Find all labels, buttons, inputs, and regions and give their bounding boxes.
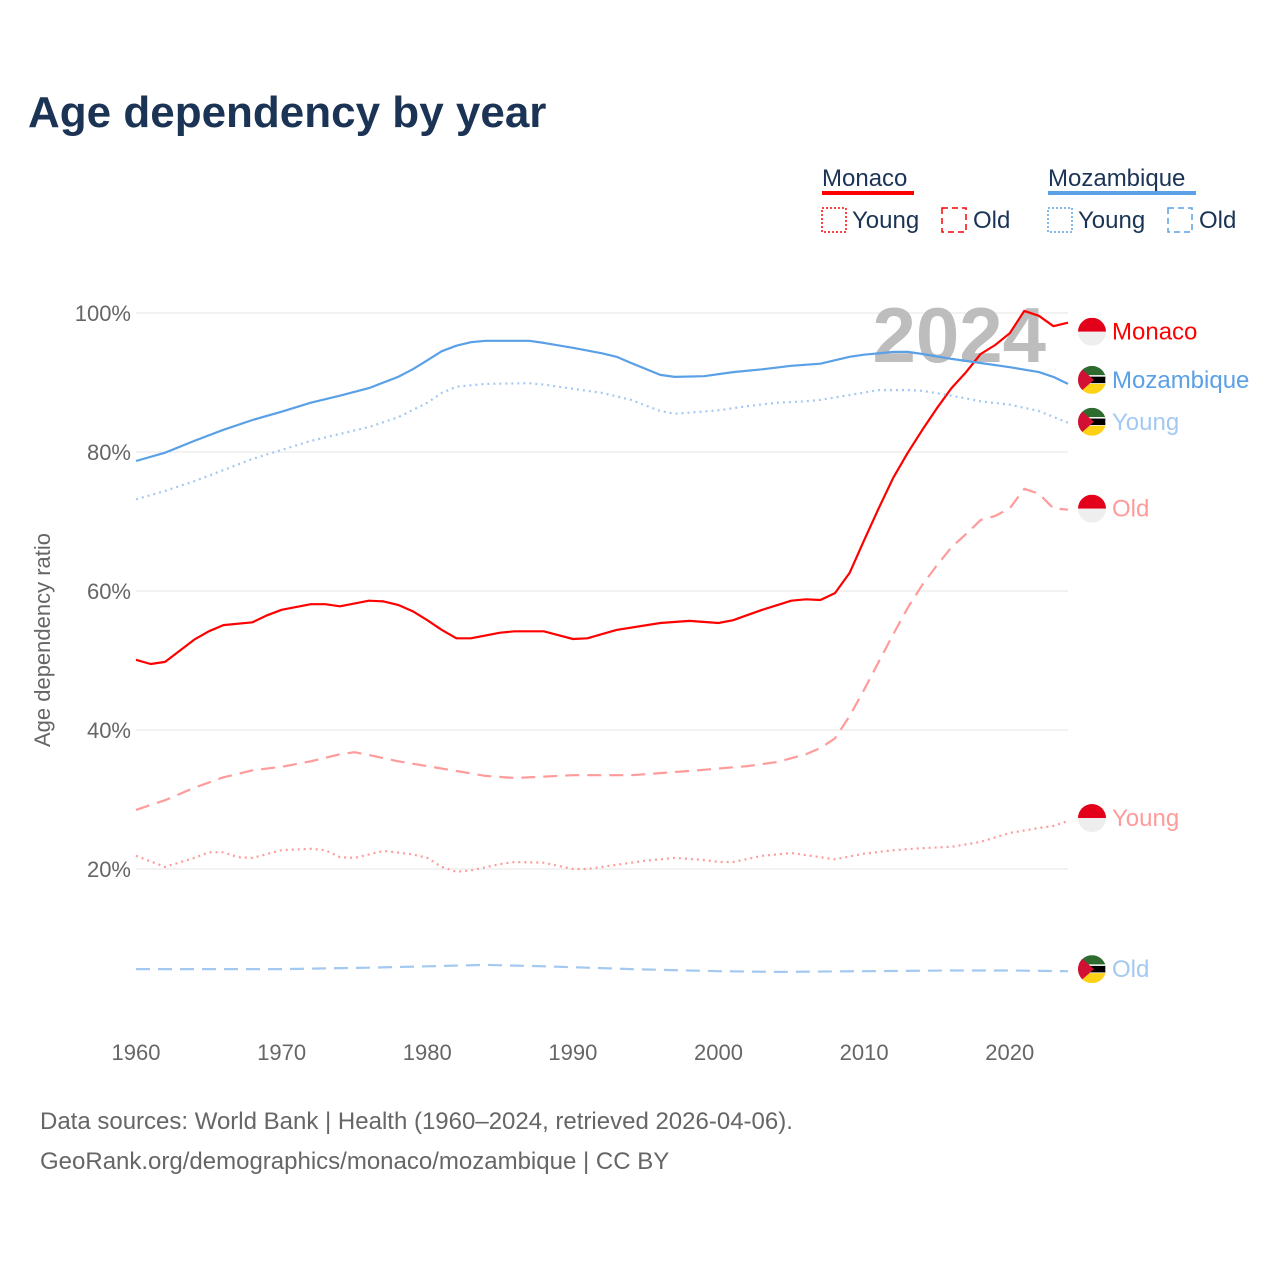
mozambique-flag-icon	[1078, 365, 1106, 394]
end-label-mozambique-old: Old	[1112, 956, 1149, 983]
mozambique-flag-icon	[1078, 955, 1106, 984]
legend-title-monaco: Monaco	[822, 165, 907, 192]
x-tick-label: 1960	[112, 1040, 161, 1065]
end-label-monaco-old: Old	[1112, 496, 1149, 523]
y-tick-label: 100%	[75, 301, 131, 326]
x-tick-label: 2000	[694, 1040, 743, 1065]
x-tick-label: 1980	[403, 1040, 452, 1065]
series-line-monaco-young	[135, 819, 1069, 873]
legend-old-swatch-monaco	[941, 207, 967, 233]
legend-old-label-monaco: Old	[973, 207, 1010, 234]
end-label-mozambique: Mozambique	[1112, 367, 1249, 394]
end-label-monaco-young: Young	[1112, 805, 1179, 832]
monaco-flag-icon	[1078, 494, 1106, 523]
y-tick-label: 80%	[87, 440, 131, 465]
y-tick-label: 20%	[87, 857, 131, 882]
series-line-mozambique	[135, 339, 1069, 463]
legend-young-swatch-monaco	[821, 207, 847, 233]
series-line-mozambique-young	[135, 382, 1069, 501]
series-line-monaco-old	[135, 487, 1069, 811]
footer-sources: Data sources: World Bank | Health (1960–…	[40, 1108, 793, 1135]
series-line-mozambique-old	[136, 963, 1069, 973]
x-tick-label: 1970	[257, 1040, 306, 1065]
x-tick-label: 1990	[548, 1040, 597, 1065]
monaco-flag-icon	[1078, 317, 1106, 346]
y-tick-label: 60%	[87, 579, 131, 604]
end-label-monaco: Monaco	[1112, 319, 1197, 346]
legend-young-swatch-mozambique	[1047, 207, 1073, 233]
y-tick-label: 40%	[87, 718, 131, 743]
legend-title-mozambique: Mozambique	[1048, 165, 1185, 192]
y-axis-label: Age dependency ratio	[30, 533, 55, 747]
legend-young-label-monaco: Young	[852, 207, 919, 234]
monaco-flag-icon	[1078, 804, 1106, 833]
chart-title: Age dependency by year	[28, 88, 547, 137]
x-tick-label: 2010	[840, 1040, 889, 1065]
mozambique-flag-icon	[1078, 407, 1106, 436]
year-watermark: 2024	[872, 291, 1046, 379]
footer-link[interactable]: GeoRank.org/demographics/monaco/mozambiq…	[40, 1148, 670, 1175]
legend-old-swatch-mozambique	[1167, 207, 1193, 233]
legend-old-label-mozambique: Old	[1199, 207, 1236, 234]
legend-young-label-mozambique: Young	[1078, 207, 1145, 234]
series-line-monaco	[135, 309, 1069, 666]
x-tick-label: 2020	[985, 1040, 1034, 1065]
end-label-mozambique-young: Young	[1112, 409, 1179, 436]
